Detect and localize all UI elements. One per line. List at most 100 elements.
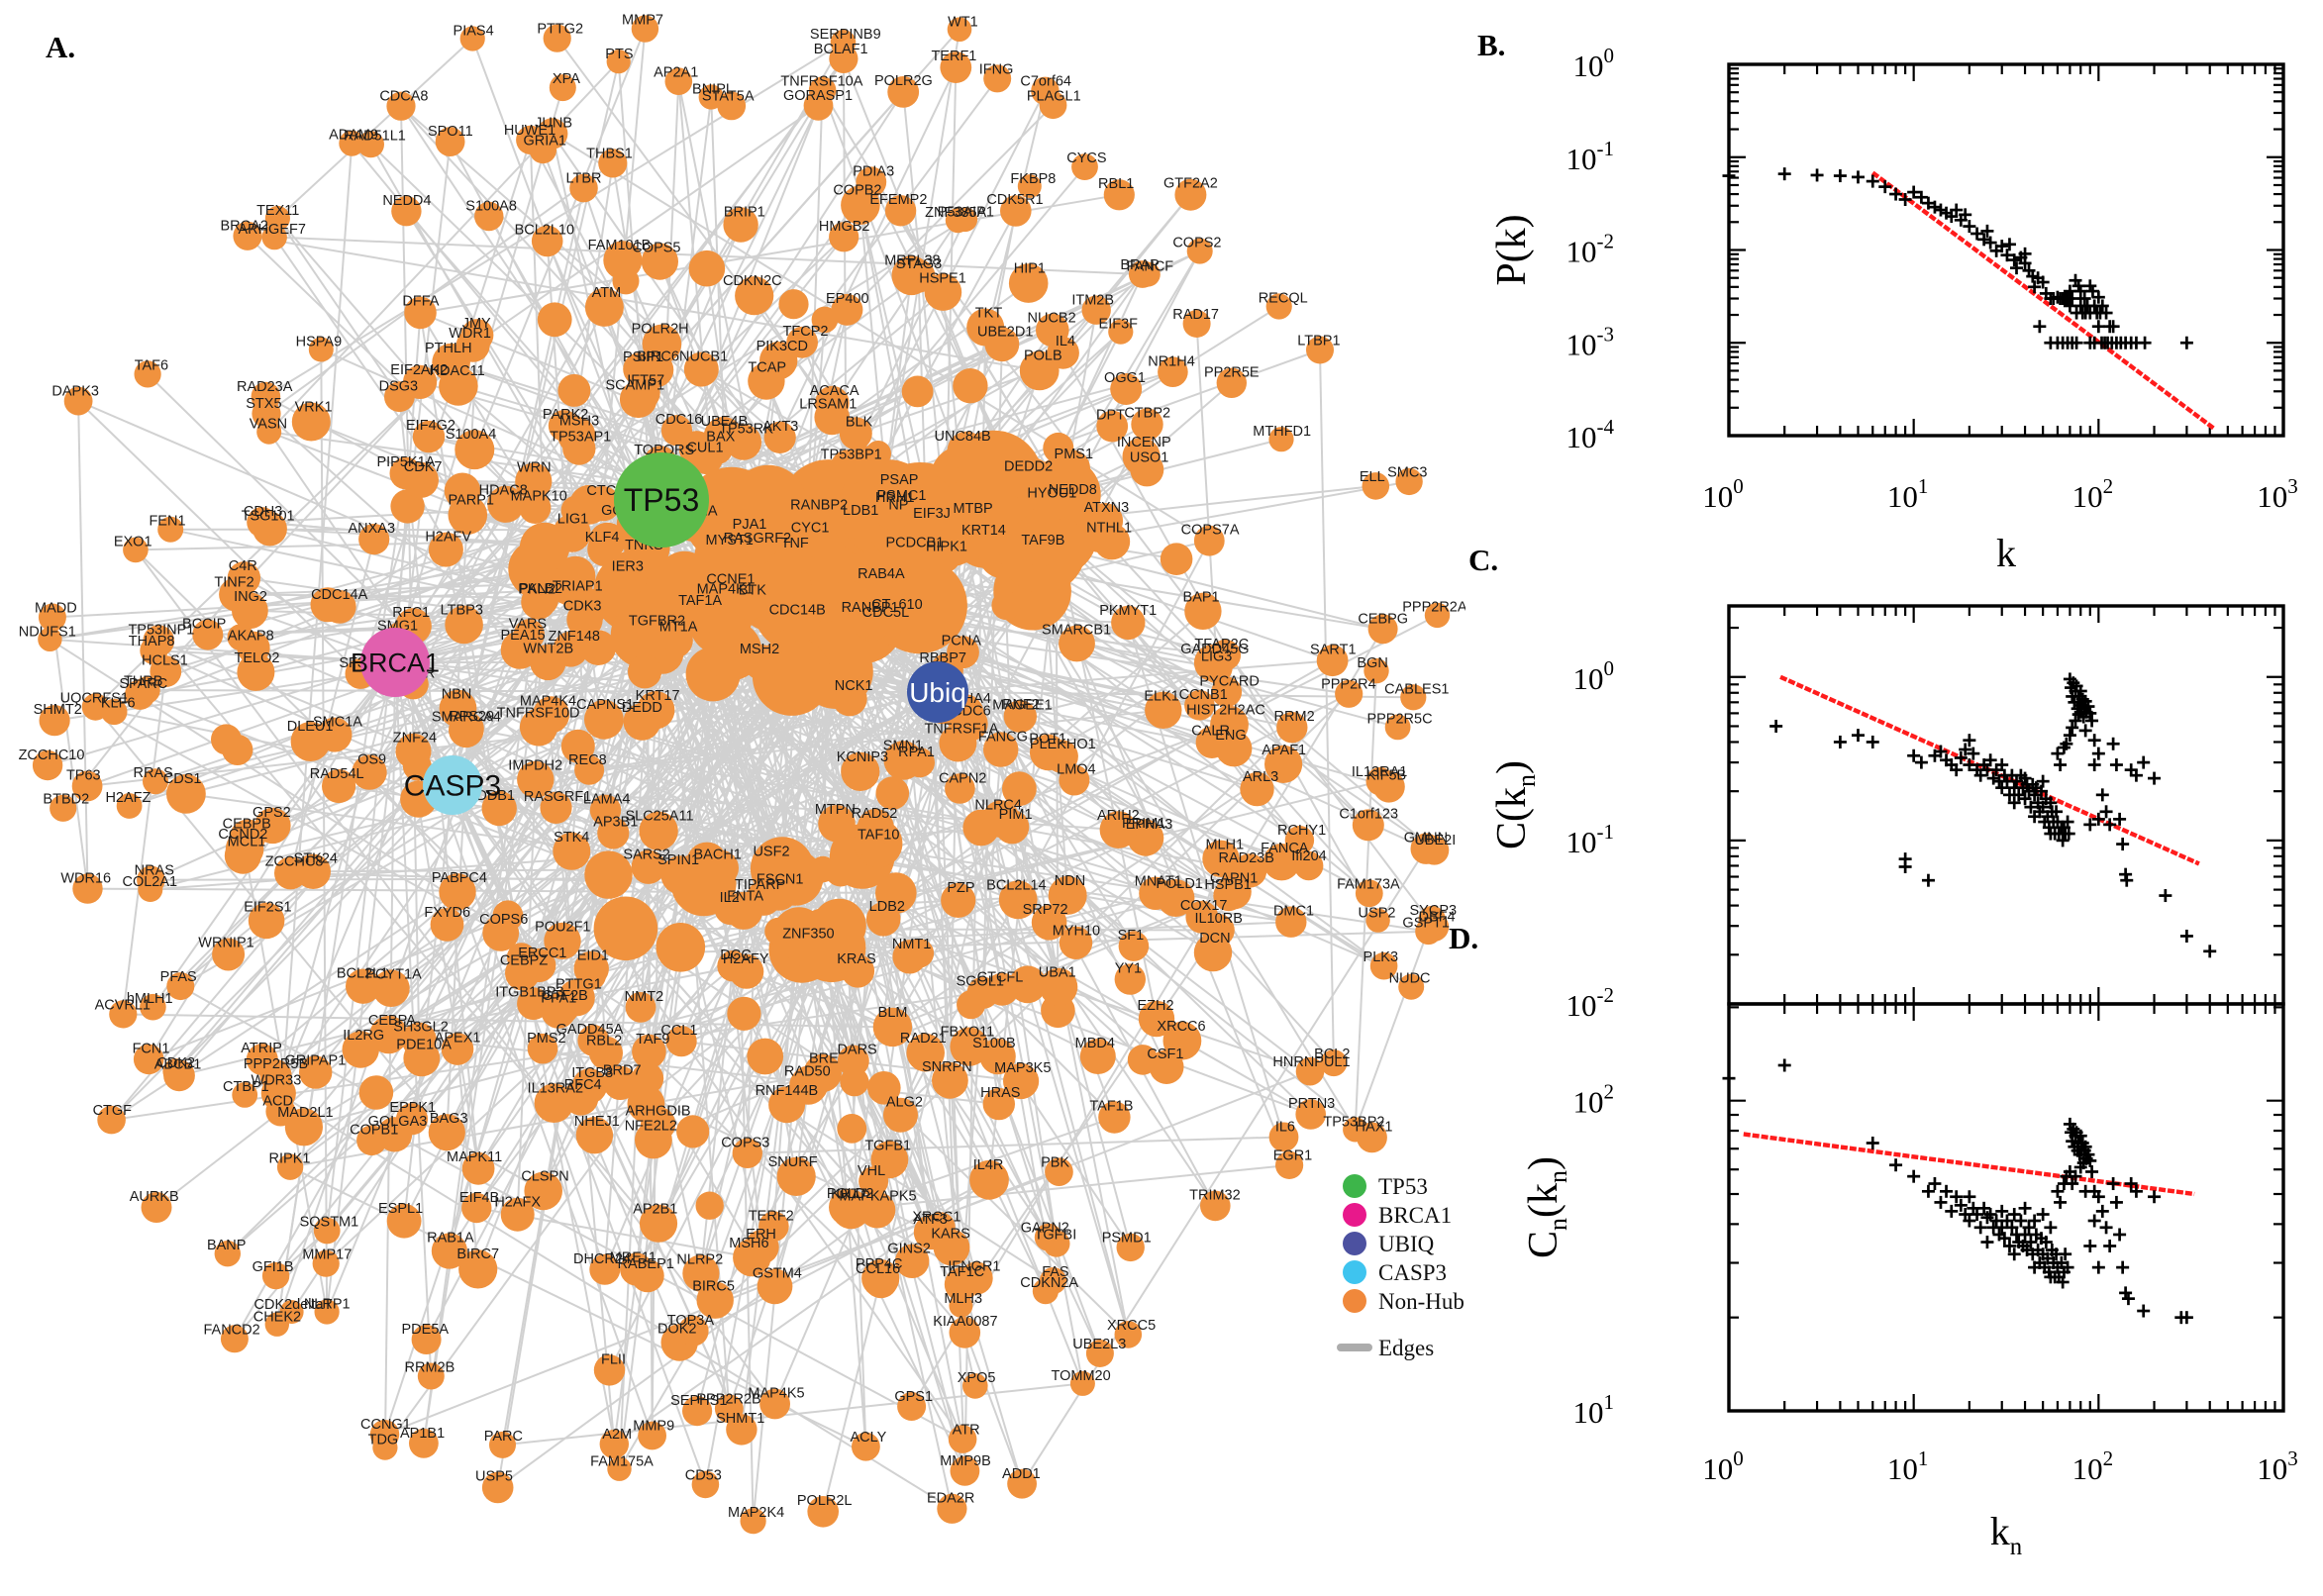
network-node: [1211, 676, 1243, 708]
network-node-label: PPP4C: [856, 1256, 903, 1272]
network-node: [631, 849, 665, 884]
network-node: [776, 1156, 816, 1196]
network-node: [1316, 645, 1349, 677]
network-node-label: RIPK1: [269, 1151, 311, 1167]
network-node: [949, 1293, 973, 1318]
network-node: [597, 817, 630, 849]
network-node-label: SMARCA4: [432, 710, 501, 726]
network-node: [939, 724, 977, 762]
network-node: [631, 15, 659, 43]
network-node-label: CLSPN: [521, 1169, 568, 1185]
network-node: [435, 127, 465, 157]
network-node-label: CDK2: [156, 1055, 195, 1071]
network-node: [937, 1493, 967, 1524]
network-node: [969, 1159, 1009, 1200]
network-node: [1216, 367, 1248, 398]
network-node-label: RFC4: [564, 1077, 602, 1093]
plot-points-D: [1722, 1058, 2193, 1325]
network-node-label: EDA2R: [927, 1491, 974, 1507]
network-node: [589, 1036, 623, 1070]
network-edge: [110, 707, 459, 1121]
network-edge: [122, 671, 167, 1015]
network-node-label: AKT3: [762, 419, 798, 435]
network-node: [537, 302, 572, 338]
network-node: [529, 136, 557, 164]
network-node-label: MAPK10: [511, 489, 567, 505]
network-node-label: PCYT1A: [365, 966, 422, 982]
network-node: [1039, 488, 1071, 521]
network-node-label: BAG3: [430, 1111, 468, 1127]
network-node: [1024, 536, 1057, 567]
network-node: [1384, 714, 1411, 741]
network-node: [947, 17, 972, 42]
network-node-label: CDK7: [404, 459, 443, 475]
network-node: [1419, 836, 1450, 865]
network-node: [682, 1396, 713, 1427]
network-node-label: MNAT1: [1135, 874, 1182, 890]
network-node: [598, 149, 628, 178]
network-node: [1275, 1150, 1304, 1179]
network-node-label: THAP8: [129, 634, 175, 649]
network-node-label: DBF4: [1419, 910, 1456, 926]
network-node-label: NTHL1: [1086, 521, 1132, 537]
legend-swatch-casp3: [1343, 1260, 1366, 1284]
network-edge: [279, 143, 354, 1112]
core-blob-node: [593, 896, 658, 961]
network-node-label: COPS7A: [1181, 523, 1240, 539]
network-node-label: JMY: [462, 316, 491, 332]
panel-label-a: A.: [46, 30, 76, 64]
network-edge: [464, 729, 963, 1441]
network-node: [1079, 1039, 1116, 1074]
network-node: [829, 44, 858, 73]
network-node-label: NUDC: [1389, 971, 1431, 987]
network-node: [785, 929, 824, 967]
network-node: [1039, 1267, 1067, 1295]
network-node-label: CDK2deltaT: [254, 1297, 333, 1313]
network-node: [1059, 764, 1090, 796]
network-edge: [618, 557, 732, 1469]
network-edge: [647, 868, 783, 1276]
network-edge: [123, 1013, 893, 1029]
network-node: [867, 1071, 901, 1105]
network-node-label: TAF9: [636, 1032, 669, 1047]
plot-frame-D: [1727, 1002, 2285, 1413]
network-node: [906, 1033, 945, 1072]
network-node: [461, 1151, 495, 1185]
axis-tick-label: 103: [2257, 1446, 2298, 1486]
network-node-label: BGN: [1357, 655, 1387, 671]
network-node: [1122, 437, 1161, 476]
network-node-label: CSF1: [1147, 1047, 1183, 1062]
network-node: [1114, 963, 1147, 995]
legend-label: CASP3: [1378, 1260, 1447, 1285]
network-node: [841, 751, 880, 792]
network-node: [372, 969, 410, 1007]
plot-panel-C: 100 10-1 10-2 C(kn): [1489, 604, 2285, 1023]
network-node-label: GPS2: [252, 805, 291, 821]
network-node-label: YY1: [1115, 960, 1142, 976]
network-node-label: FEN1: [149, 514, 185, 530]
network-node: [1174, 178, 1207, 211]
network-node: [71, 770, 103, 802]
network-node: [369, 1420, 400, 1449]
network-edge: [394, 661, 1176, 899]
network-node: [358, 1075, 394, 1110]
network-node: [966, 308, 1005, 347]
network-node-label: FANCD2: [203, 1322, 259, 1338]
network-edge: [394, 87, 564, 663]
network-node-label: EIF2AK2: [390, 362, 448, 378]
network-node-label: PEA15: [501, 628, 546, 644]
network-node-label: GTF2B: [542, 988, 588, 1004]
network-node: [950, 1455, 980, 1486]
network-node-label: A2M: [602, 1427, 632, 1443]
network-node: [751, 847, 788, 884]
network-node-label: USP2: [1359, 906, 1396, 922]
network-node-label: ZCCHC10: [19, 748, 85, 763]
network-node: [733, 1238, 771, 1277]
network-edge: [647, 604, 850, 1276]
network-node: [140, 993, 166, 1021]
network-node-label: CYCS: [1066, 150, 1106, 166]
network-node-label: KRT14: [961, 523, 1006, 539]
network-node: [72, 873, 103, 904]
network-node: [815, 385, 850, 421]
network-node: [404, 296, 437, 330]
